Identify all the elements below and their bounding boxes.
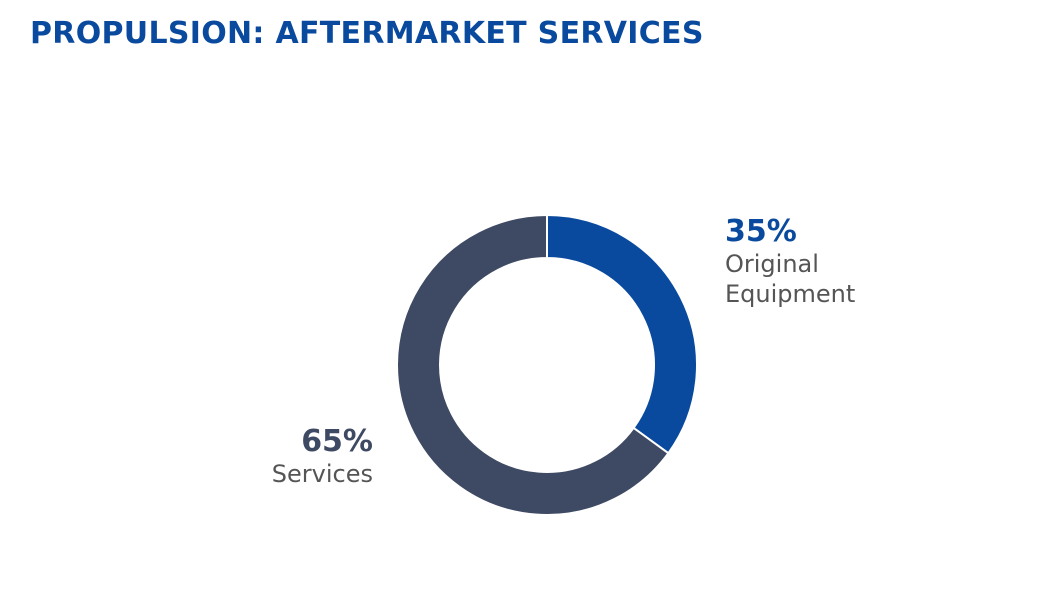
category-label: Original Equipment (725, 250, 856, 308)
value-label: 65% (301, 424, 373, 459)
chart-title: PROPULSION: AFTERMARKET SERVICES (30, 16, 704, 51)
donut-slice (396, 213, 670, 516)
slice-label: 35% Original Equipment (725, 215, 875, 309)
donut-slice (546, 213, 698, 455)
slice-label: 65% Services (223, 425, 373, 489)
value-label: 35% (725, 214, 797, 249)
category-label: Services (271, 460, 373, 488)
